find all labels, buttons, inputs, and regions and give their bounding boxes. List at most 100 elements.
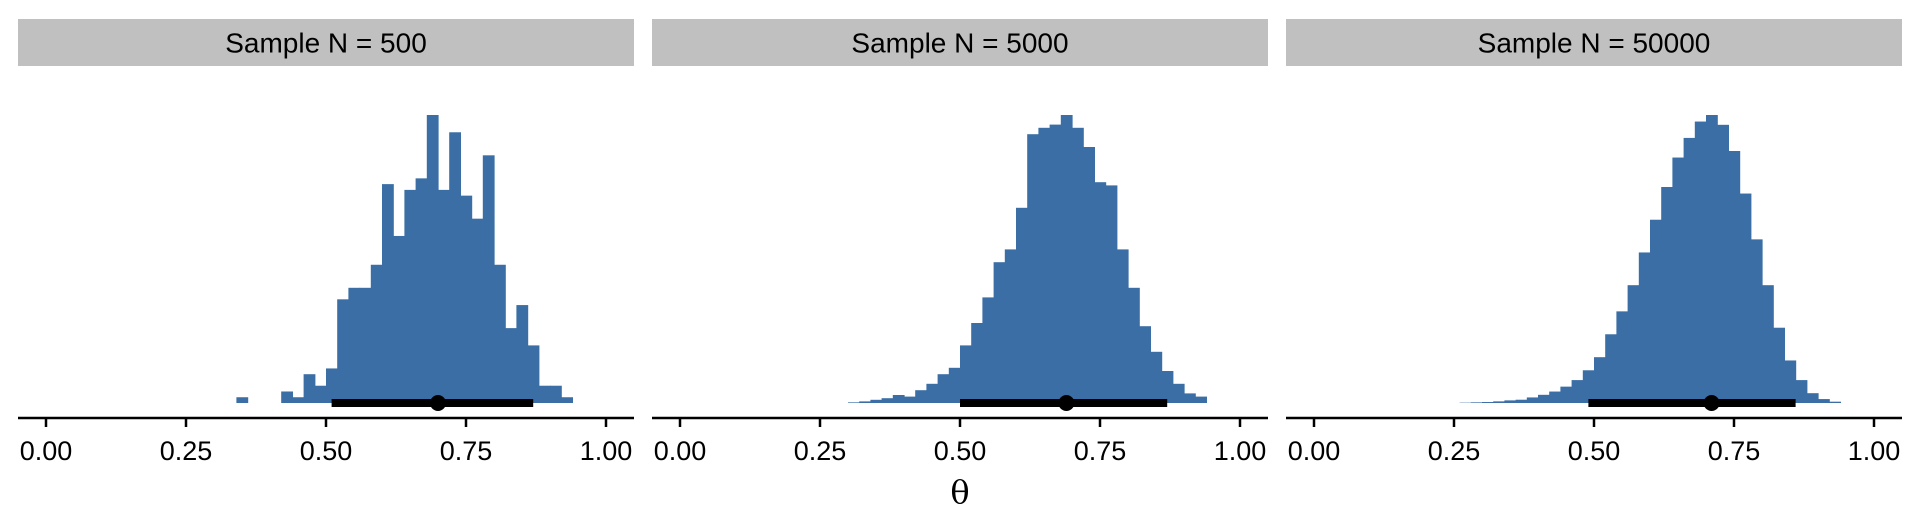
- histogram-bar: [993, 262, 1006, 403]
- histogram-bar: [1672, 157, 1685, 403]
- x-tick-label: 0.75: [1708, 436, 1761, 466]
- facet-strip: [1286, 19, 1902, 66]
- histogram-bar: [1060, 115, 1073, 403]
- histogram-bar: [1504, 400, 1517, 403]
- histogram-bar: [415, 178, 428, 403]
- x-tick-label: 0.50: [1568, 436, 1621, 466]
- facet-strip-label: Sample N = 5000: [851, 28, 1068, 59]
- histogram-bar: [982, 297, 995, 403]
- histogram-bar: [314, 385, 327, 403]
- x-tick-label: 0.25: [160, 436, 213, 466]
- histogram-bar: [848, 402, 860, 403]
- histogram-bar: [326, 368, 338, 403]
- histogram-bar: [281, 391, 293, 403]
- histogram-bar: [1638, 252, 1651, 403]
- histogram-bar: [1150, 351, 1163, 403]
- histogram-bar: [1728, 151, 1741, 403]
- histogram-bar: [426, 115, 439, 403]
- histogram-bar: [1661, 187, 1673, 403]
- histogram-bar: [494, 264, 506, 403]
- histogram-bar: [915, 390, 927, 403]
- histogram-bar: [1094, 182, 1107, 403]
- histogram-bar: [1795, 380, 1808, 403]
- histogram-bar: [1161, 371, 1174, 403]
- histogram-bar: [1538, 394, 1550, 403]
- histogram-bar: [370, 264, 383, 403]
- histogram-bar: [482, 155, 495, 403]
- histogram-bar: [1650, 219, 1662, 403]
- histogram-bar: [1515, 399, 1528, 403]
- x-tick-label: 0.00: [654, 436, 707, 466]
- histogram-bar: [1818, 399, 1830, 403]
- facet-panels: Sample N = 5000.00 0.25 0.50 0.75 1.00Sample…: [18, 19, 1902, 466]
- x-tick-label: 1.00: [580, 436, 633, 466]
- histogram-bar: [926, 383, 939, 403]
- histogram-bar: [404, 189, 417, 403]
- histogram-bar: [937, 374, 950, 403]
- point-estimate: [1703, 395, 1720, 411]
- histogram-bar: [516, 305, 529, 403]
- histogram-bar: [1627, 285, 1640, 403]
- histogram-bar: [561, 397, 573, 403]
- histogram-bar: [292, 397, 305, 403]
- facet-strip: [652, 19, 1268, 66]
- histogram-bar: [550, 385, 562, 403]
- x-tick-label: 0.00: [20, 436, 73, 466]
- histogram-bar: [505, 328, 517, 403]
- histogram-bar: [236, 397, 249, 403]
- point-estimate: [1058, 395, 1075, 411]
- x-tick-label: 0.75: [440, 436, 493, 466]
- histogram-bar: [1016, 207, 1028, 403]
- histogram-bar: [1594, 357, 1606, 403]
- facet-strip: [18, 19, 634, 66]
- x-tick-label: 0.25: [794, 436, 847, 466]
- histogram-bar: [870, 399, 883, 403]
- histogram-bar: [1717, 124, 1729, 404]
- x-tick-label: 0.00: [1288, 436, 1341, 466]
- histogram-bar: [1762, 285, 1774, 403]
- histogram-bar: [904, 396, 916, 403]
- histogram-bar: [1829, 401, 1841, 403]
- histogram-bar: [1605, 334, 1617, 403]
- histogram-bar: [1683, 137, 1696, 403]
- histogram-bar: [1083, 147, 1095, 403]
- histogram-bar: [527, 345, 540, 403]
- histogram-bar: [971, 323, 983, 403]
- histogram-bar: [460, 195, 473, 403]
- histogram-bar: [1128, 287, 1140, 403]
- histogram-bar: [1616, 311, 1629, 403]
- histogram-bar: [1560, 386, 1573, 403]
- histogram-bar: [1493, 401, 1505, 403]
- x-tick-label: 0.75: [1074, 436, 1127, 466]
- point-estimate: [430, 395, 446, 411]
- histogram-bar: [449, 132, 461, 403]
- histogram-bar: [393, 235, 405, 403]
- x-tick-label: 0.50: [934, 436, 987, 466]
- histogram-bar: [1571, 380, 1584, 403]
- histogram-bar: [1116, 249, 1129, 403]
- histogram-bar: [1482, 402, 1494, 403]
- histogram-bar: [1139, 326, 1151, 403]
- histogram-bar: [1806, 393, 1819, 403]
- histogram-bar: [1739, 193, 1752, 403]
- histogram-bar: [1470, 402, 1483, 403]
- histogram-bar: [960, 345, 972, 403]
- histogram-bar: [1784, 360, 1797, 403]
- facet-panel-3: Sample N = 50000 0.00 0.25 0.50 0.75 1.00: [1286, 19, 1902, 466]
- histogram-bar: [1184, 393, 1196, 403]
- histogram-bar: [471, 218, 484, 403]
- facet-strip-label: Sample N = 50000: [1478, 28, 1711, 59]
- histogram-bar: [892, 395, 905, 403]
- histogram-bar: [438, 189, 450, 403]
- histogram-bar: [859, 401, 871, 403]
- histogram-bar: [303, 374, 316, 403]
- histogram-bar: [1172, 383, 1185, 403]
- x-tick-label: 0.50: [300, 436, 353, 466]
- histogram-bar: [1038, 127, 1051, 404]
- facet-panel-2: Sample N = 5000 0.00 0.25 0.50 0.75 1.00: [652, 19, 1268, 466]
- facet-panel-1: Sample N = 500 0.00 0.25 0.50 0.75 1.00: [18, 19, 634, 466]
- histogram-bar: [538, 385, 551, 403]
- histogram-bar: [359, 287, 372, 403]
- histogram-bar: [948, 367, 961, 403]
- histogram-bar: [1072, 127, 1084, 404]
